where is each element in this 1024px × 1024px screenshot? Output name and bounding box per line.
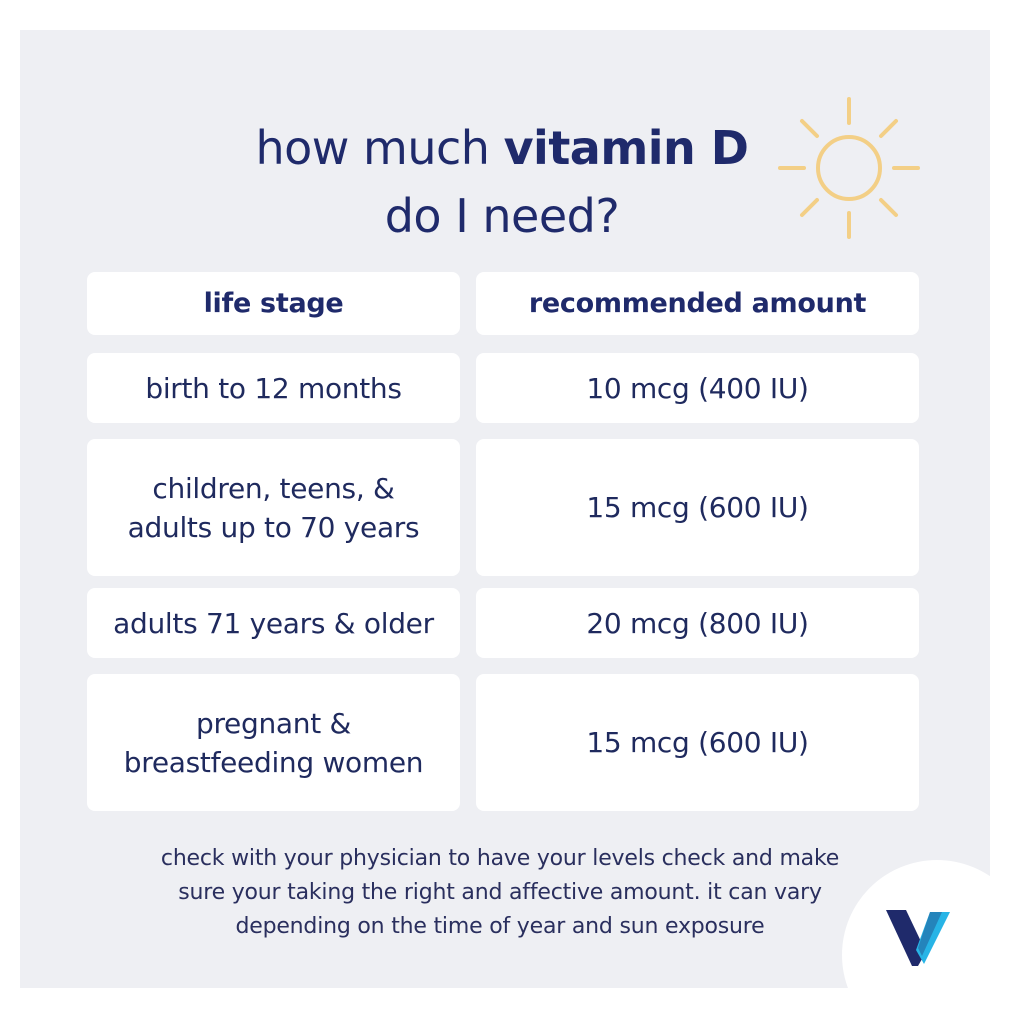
stage-text: children, teens, & <box>152 471 395 505</box>
title-prefix: how much <box>255 121 504 175</box>
title-line-1: how much vitamin D <box>0 120 1004 176</box>
physician-note: check with your physician to have your l… <box>60 842 940 944</box>
table-row-4-stage: pregnant & breastfeeding women <box>87 674 460 811</box>
title-line-2: do I need? <box>384 189 620 243</box>
table-row-3-amount: 20 mcg (800 IU) <box>476 588 919 658</box>
note-line: depending on the time of year and sun ex… <box>235 914 765 939</box>
header-recommended-amount: recommended amount <box>476 272 919 335</box>
v-logo-icon <box>886 910 950 966</box>
stage-text: adults 71 years & older <box>113 606 434 640</box>
table-row-2-stage: children, teens, & adults up to 70 years <box>87 439 460 576</box>
table-row-2-amount: 15 mcg (600 IU) <box>476 439 919 576</box>
table-row-4-amount: 15 mcg (600 IU) <box>476 674 919 811</box>
stage-text: birth to 12 months <box>145 371 402 405</box>
table-row-3-stage: adults 71 years & older <box>87 588 460 658</box>
stage-text: pregnant & <box>195 706 352 740</box>
stage-text: adults up to 70 years <box>127 510 420 544</box>
table-row-1-stage: birth to 12 months <box>87 353 460 423</box>
note-line: check with your physician to have your l… <box>160 846 840 871</box>
header-life-stage: life stage <box>87 272 460 335</box>
note-line: sure your taking the right and affective… <box>178 880 822 905</box>
title-bold: vitamin D <box>503 121 749 175</box>
stage-text: breastfeeding women <box>123 745 424 779</box>
sun-icon <box>778 97 920 239</box>
table-row-1-amount: 10 mcg (400 IU) <box>476 353 919 423</box>
